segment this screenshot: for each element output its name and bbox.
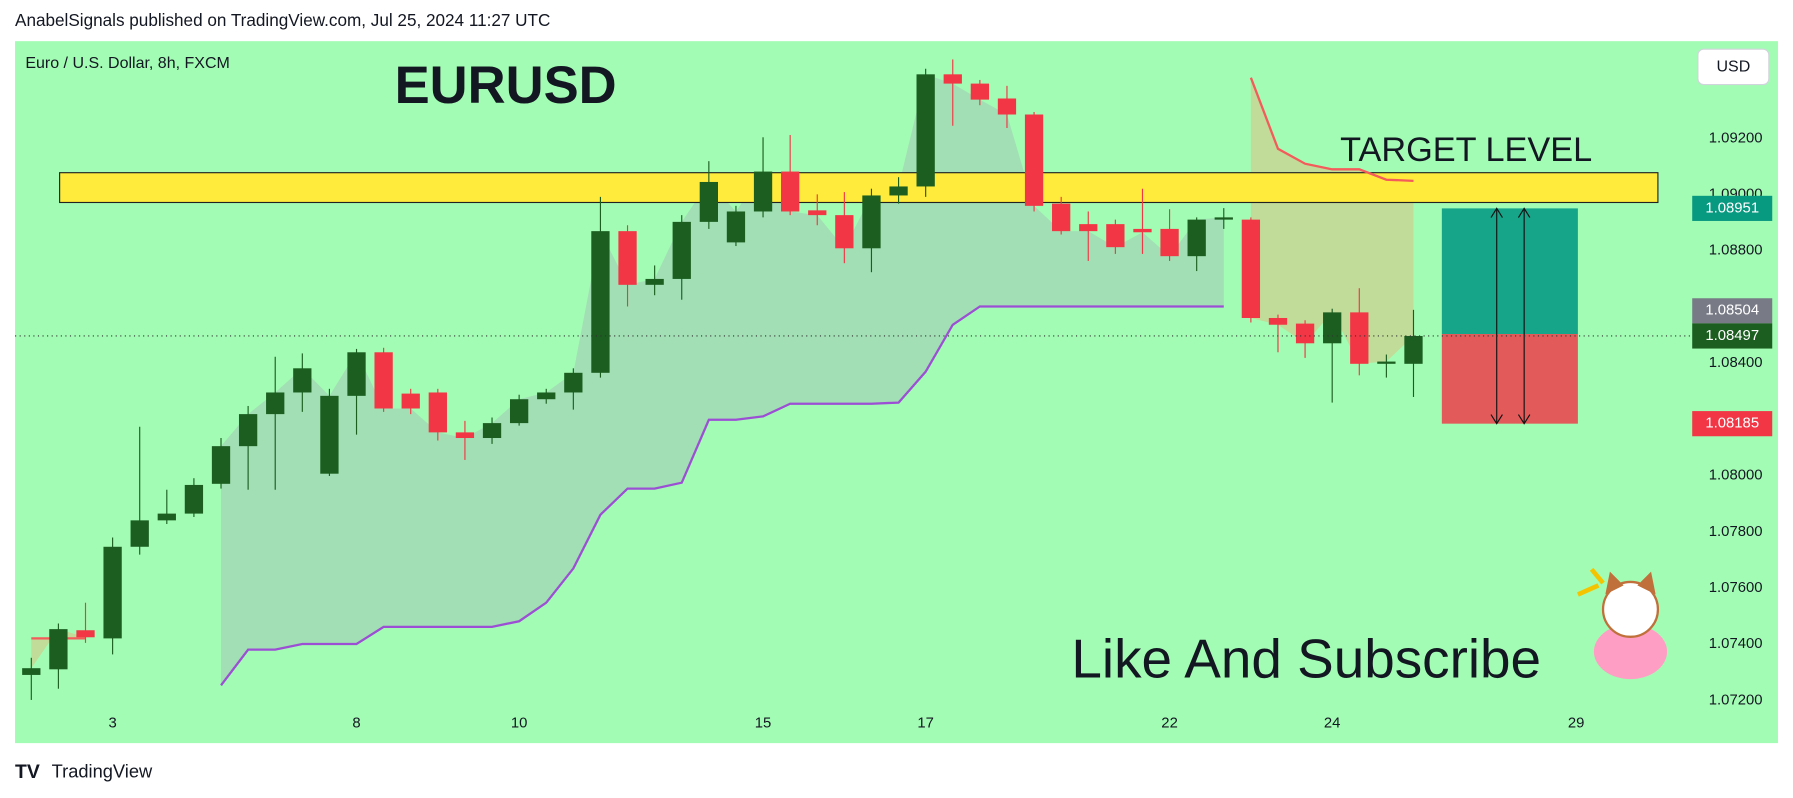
candle-body (1052, 203, 1071, 232)
y-tick-label: 1.08000 (1709, 468, 1763, 484)
price-tag (1692, 298, 1773, 324)
arrow-head (1517, 207, 1531, 425)
candle-body (401, 393, 420, 409)
price-tag (1692, 323, 1773, 349)
indicator-line (1249, 77, 1414, 182)
x-tick-label: 24 (1324, 716, 1341, 732)
indicator-fill (1250, 77, 1414, 364)
candle-body (997, 98, 1017, 115)
price-tag-label: 1.08951 (1705, 200, 1759, 216)
subscribe-text: Like And Subscribe (1071, 628, 1541, 690)
price-tag-label: 1.08185 (1705, 416, 1759, 432)
candle-body (1323, 312, 1342, 344)
tv-logo: TV (15, 761, 40, 783)
candle-body (130, 520, 149, 547)
x-tick-label: 29 (1568, 716, 1585, 732)
x-tick-label: 22 (1161, 716, 1178, 732)
candle-body (76, 630, 95, 638)
candle-body (1350, 312, 1369, 364)
candle-body (1214, 217, 1233, 220)
candle-body (699, 181, 718, 222)
y-tick-label: 1.07400 (1709, 636, 1763, 652)
indicator-line (220, 305, 1224, 687)
profit-box (1441, 208, 1578, 335)
x-tick-label: 8 (352, 716, 360, 732)
footer-brand: TradingView (52, 761, 153, 782)
y-tick-label: 1.09200 (1709, 130, 1763, 146)
y-tick-label: 1.08800 (1709, 243, 1763, 259)
x-tick-label: 3 (108, 716, 116, 732)
x-tick-label: 10 (511, 716, 528, 732)
candle-body (1404, 335, 1423, 364)
currency-button[interactable] (1697, 48, 1770, 86)
candle-body (1377, 361, 1396, 364)
candle-body (916, 74, 935, 187)
indicator-fill (221, 74, 1224, 686)
candle-body (455, 432, 475, 439)
chart-title: EURUSD (395, 56, 617, 115)
target-label: TARGET LEVEL (1340, 131, 1592, 169)
price-tag (1692, 411, 1773, 437)
candle-body (862, 195, 881, 249)
candle-body (509, 399, 529, 424)
arrow-head (1490, 207, 1503, 425)
candle-body (672, 221, 691, 279)
candle-body (184, 484, 204, 514)
candle-body (293, 368, 312, 393)
candle-body (970, 83, 990, 100)
candle-body (1079, 224, 1098, 232)
candle-body (347, 352, 366, 396)
price-tag-label: 1.08504 (1705, 303, 1759, 319)
y-tick-label: 1.07600 (1709, 580, 1763, 596)
candle-body (320, 395, 339, 474)
candle-body (1268, 317, 1288, 325)
candle-body (835, 215, 854, 249)
price-tag (1692, 195, 1773, 221)
x-tick-label: 17 (917, 716, 934, 732)
candle-body (618, 231, 637, 285)
cat-sticker (1576, 567, 1668, 680)
candle-body (1187, 219, 1206, 257)
candle-body (211, 446, 231, 484)
candle-body (537, 392, 556, 400)
candle-body (645, 278, 664, 285)
candle-body (238, 414, 258, 447)
loss-box (1441, 334, 1578, 424)
candle-body (374, 352, 393, 409)
y-tick-label: 1.07800 (1709, 524, 1763, 540)
symbol-info: Euro / U.S. Dollar, 8h, FXCM (25, 55, 230, 72)
candle-body (564, 372, 583, 393)
candle-body (591, 231, 610, 373)
y-tick-label: 1.08400 (1709, 355, 1763, 371)
candle-body (808, 210, 827, 216)
price-tag-label: 1.08497 (1705, 328, 1759, 344)
candle-body (943, 74, 962, 84)
candle-body (1160, 228, 1179, 257)
candle-body (753, 171, 773, 212)
candle-body (726, 211, 746, 243)
candle-body (482, 423, 502, 439)
candle-body (49, 629, 68, 670)
candle-body (157, 513, 176, 521)
candle-body (1241, 219, 1261, 318)
publish-header: AnabelSignals published on TradingView.c… (15, 10, 550, 30)
currency-label[interactable]: USD (1716, 59, 1750, 76)
candle-body (266, 392, 285, 415)
candle-body (1295, 323, 1315, 344)
candle-body (889, 186, 908, 196)
candle-body (781, 171, 800, 212)
candle-body (1024, 114, 1044, 206)
candle-body (22, 668, 41, 675)
target-zone (59, 172, 1659, 204)
candle-body (428, 392, 447, 433)
x-tick-label: 15 (755, 716, 772, 732)
candle-body (103, 546, 122, 639)
candle-body (1133, 228, 1152, 233)
y-tick-label: 1.07200 (1709, 692, 1763, 708)
candle-body (1106, 224, 1125, 248)
